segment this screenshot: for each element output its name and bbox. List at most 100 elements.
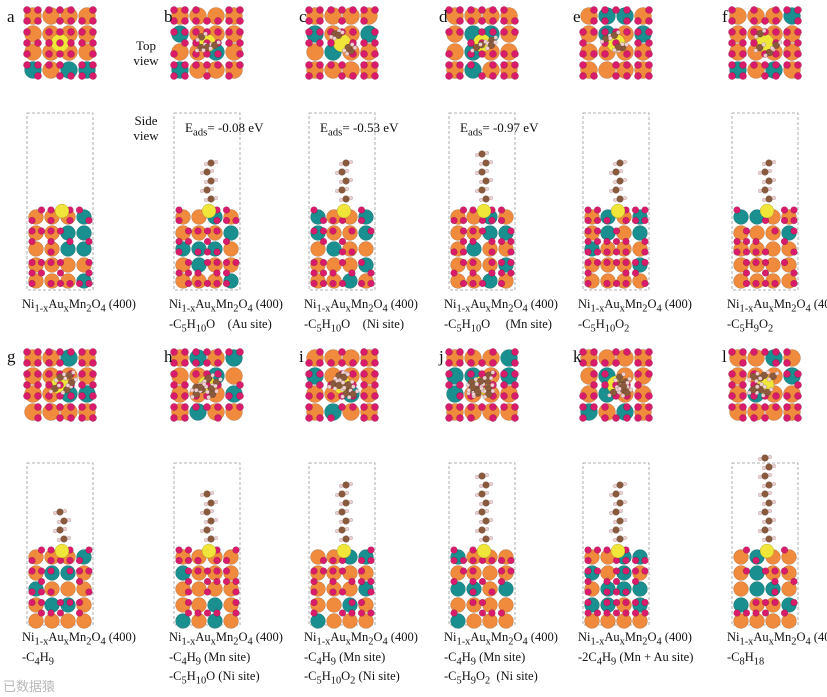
h-atom (622, 517, 628, 523)
o-atom (733, 206, 741, 214)
o-atom (612, 258, 621, 267)
c-atom (203, 490, 211, 498)
au-atom (336, 543, 352, 559)
o-atom (360, 50, 368, 58)
o-atom (601, 6, 609, 14)
h-atom (607, 393, 612, 398)
o-atom (89, 17, 97, 25)
o-atom (47, 258, 55, 267)
h-atom (193, 388, 199, 393)
h-atom (488, 177, 494, 183)
ni-atom (326, 241, 342, 257)
cell-box (173, 112, 241, 291)
o-atom (78, 61, 86, 69)
o-atom (467, 359, 475, 367)
o-atom (645, 28, 653, 36)
o-atom (225, 392, 233, 400)
c-atom (609, 388, 618, 397)
c-atom (344, 43, 352, 52)
o-atom (645, 414, 653, 422)
o-atom (631, 577, 640, 586)
o-atom (213, 609, 221, 617)
o-atom (181, 61, 189, 69)
mn-atom (466, 613, 482, 629)
o-atom (456, 414, 464, 422)
c-atom (765, 481, 773, 489)
mn-atom (306, 43, 324, 61)
o-atom (445, 72, 453, 80)
h-atom (622, 177, 628, 183)
o-atom (23, 359, 31, 367)
o-atom (56, 609, 65, 617)
o-atom (236, 50, 244, 58)
h-atom (190, 394, 195, 400)
o-atom (790, 248, 798, 256)
o-atom (500, 403, 508, 411)
o-atom (772, 72, 780, 80)
o-atom (511, 359, 519, 367)
caption-line: Ni1-xAuxMn2O4 (400) (304, 297, 418, 315)
o-atom (56, 6, 64, 14)
c-atom (60, 517, 68, 525)
h-atom (346, 394, 352, 400)
o-atom (349, 28, 357, 36)
o-atom (316, 348, 324, 356)
o-atom (772, 28, 780, 36)
panel-caption: Ni1-xAuxMn2O4 (400) -C4H9 (Mn site) -C5H10… (169, 630, 283, 689)
h-atom (52, 510, 58, 516)
o-atom (590, 392, 598, 400)
o-atom (780, 609, 789, 617)
o-atom (469, 227, 477, 235)
o-atom (23, 50, 31, 58)
o-atom (488, 216, 496, 225)
watermark: 已数据猿 (3, 680, 56, 695)
o-atom (371, 6, 379, 14)
o-atom (783, 359, 791, 367)
o-atom (203, 248, 212, 256)
mn-atom (60, 581, 76, 597)
o-atom (590, 359, 598, 367)
o-atom (319, 258, 328, 267)
o-atom (489, 61, 497, 69)
o-atom (634, 392, 642, 400)
h-atom (493, 35, 499, 40)
c-atom (482, 159, 490, 167)
o-atom (622, 567, 630, 575)
o-atom (500, 72, 508, 80)
o-atom (66, 279, 74, 288)
o-atom (450, 269, 458, 277)
c-atom (56, 508, 64, 516)
o-atom (170, 50, 178, 58)
o-atom (511, 381, 519, 389)
o-atom (752, 556, 760, 565)
o-atom (67, 403, 75, 411)
o-atom (623, 6, 631, 14)
o-atom (507, 248, 515, 256)
h-atom (348, 159, 354, 165)
o-atom (319, 227, 328, 235)
o-atom (316, 72, 324, 80)
o-atom (603, 237, 611, 246)
o-atom (367, 556, 375, 565)
o-atom (761, 567, 770, 575)
mn-atom (326, 613, 342, 629)
o-atom (728, 50, 736, 58)
o-atom (584, 216, 592, 225)
o-atom (45, 403, 53, 411)
h-atom (761, 28, 767, 33)
o-atom (348, 598, 356, 607)
c-atom (335, 381, 343, 390)
o-atom (641, 567, 649, 575)
o-atom (456, 381, 464, 389)
o-atom (584, 237, 592, 246)
o-atom (469, 206, 477, 214)
o-atom (631, 598, 640, 607)
o-atom (371, 39, 379, 47)
o-atom (222, 556, 231, 565)
top-view-label: Top view (133, 38, 159, 68)
o-atom (222, 269, 231, 277)
o-atom (56, 403, 64, 411)
mn-atom (733, 581, 749, 597)
h-atom (334, 510, 340, 516)
o-atom (170, 348, 178, 356)
